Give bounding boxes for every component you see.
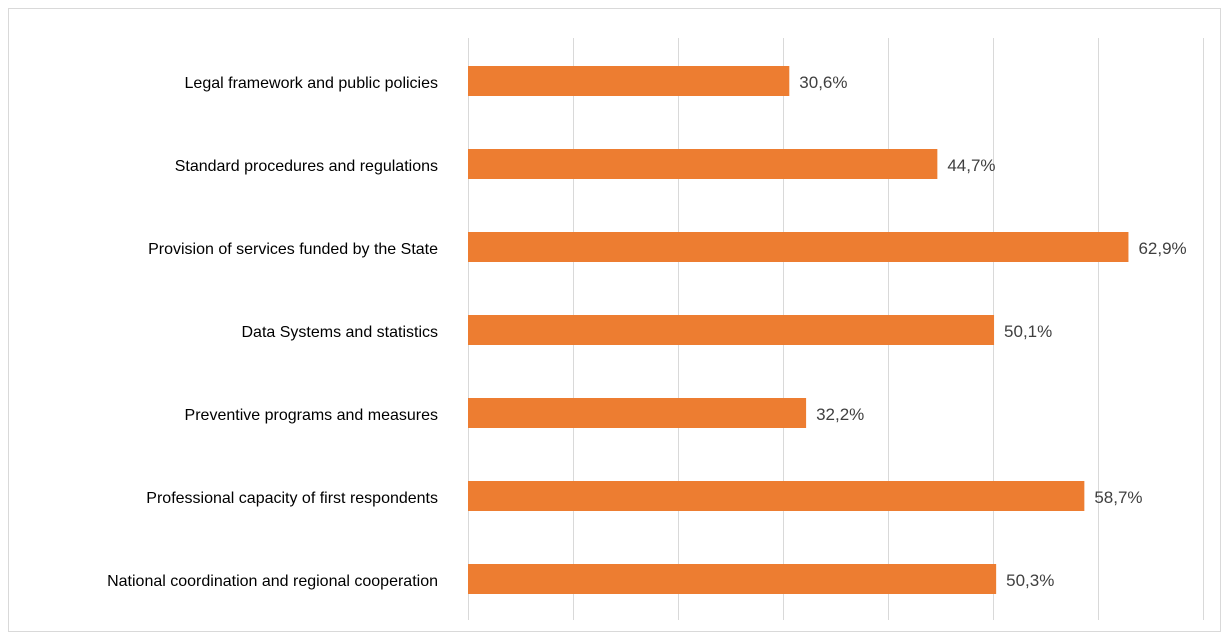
bar-6 bbox=[468, 564, 997, 594]
value-label-4: 32,2% bbox=[816, 405, 864, 424]
bar-2 bbox=[468, 232, 1129, 262]
category-label-4: Preventive programs and measures bbox=[185, 407, 438, 424]
value-label-3: 50,1% bbox=[1004, 322, 1052, 341]
value-label-2: 62,9% bbox=[1138, 239, 1186, 258]
value-label-1: 44,7% bbox=[947, 156, 995, 175]
category-label-2: Provision of services funded by the Stat… bbox=[148, 241, 438, 258]
value-label-0: 30,6% bbox=[799, 73, 847, 92]
category-label-6: National coordination and regional coope… bbox=[107, 573, 438, 590]
category-labels: Legal framework and public policies Stand… bbox=[107, 75, 438, 590]
bar-1 bbox=[468, 149, 938, 179]
category-label-5: Professional capacity of first responden… bbox=[146, 490, 438, 507]
category-label-0: Legal framework and public policies bbox=[185, 75, 438, 92]
bars bbox=[468, 66, 1129, 594]
bar-0 bbox=[468, 66, 790, 96]
category-label-3: Data Systems and statistics bbox=[241, 324, 438, 341]
value-label-5: 58,7% bbox=[1094, 488, 1142, 507]
value-labels: 30,6% 44,7% 62,9% 50,1% 32,2% 58,7% 50,3% bbox=[799, 73, 1186, 590]
bar-3 bbox=[468, 315, 995, 345]
bar-4 bbox=[468, 398, 807, 428]
category-label-1: Standard procedures and regulations bbox=[175, 158, 438, 175]
bar-5 bbox=[468, 481, 1085, 511]
value-label-6: 50,3% bbox=[1006, 571, 1054, 590]
